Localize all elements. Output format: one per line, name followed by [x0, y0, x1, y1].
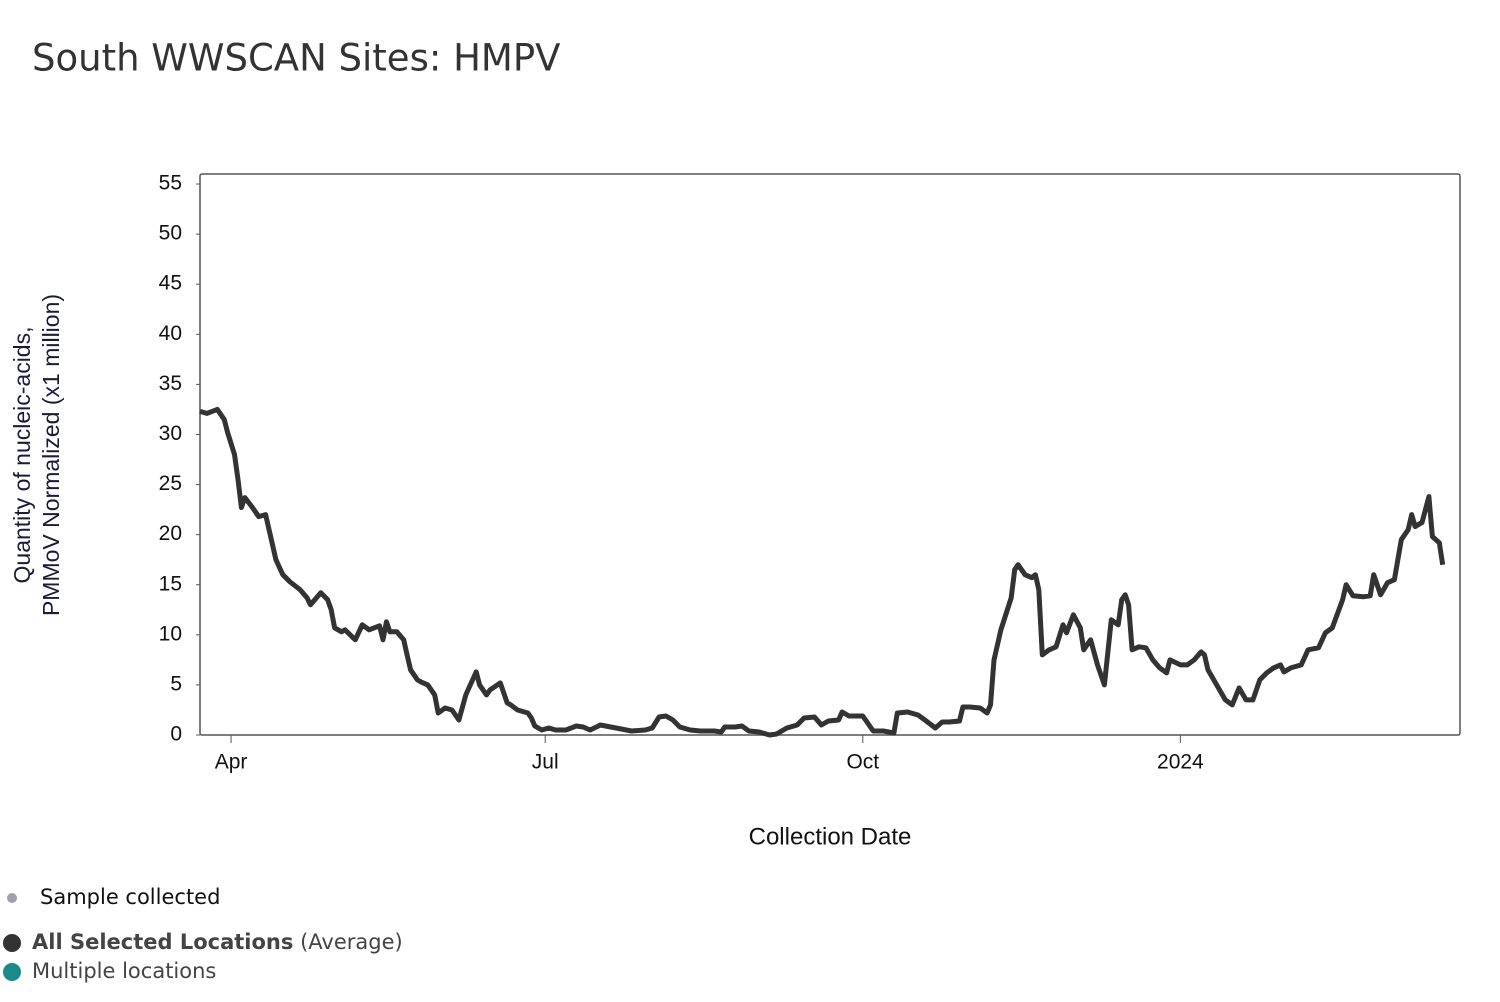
y-tick-label: 15	[159, 572, 182, 595]
y-tick-label: 55	[159, 172, 182, 195]
x-tick-label: Oct	[846, 751, 879, 774]
y-tick-label: 10	[159, 622, 182, 645]
y-tick-label: 25	[159, 472, 182, 495]
y-axis-label: Quantity of nucleic-acids,	[9, 327, 35, 584]
x-axis-label: Collection Date	[749, 823, 912, 850]
y-tick-label: 20	[159, 522, 182, 545]
y-tick-label: 50	[159, 222, 182, 245]
legend-name: All Selected Locations	[32, 930, 293, 954]
y-tick-label: 0	[170, 723, 182, 746]
chart-title: South WWSCAN Sites: HMPV	[32, 37, 560, 80]
legend-swatch	[7, 893, 17, 903]
y-tick-label: 30	[159, 422, 182, 445]
legend-label: Sample collected	[40, 885, 220, 909]
legend-name: Multiple locations	[32, 959, 216, 983]
legend-label: All Selected Locations (Average)	[32, 930, 403, 954]
y-tick-label: 35	[159, 372, 182, 395]
legend-note: (Average)	[300, 930, 403, 954]
y-axis-label: PMMoV Normalized (x1 million)	[38, 294, 64, 616]
y-tick-label: 45	[159, 272, 182, 295]
x-tick-label: Jul	[532, 751, 559, 774]
y-tick-label: 40	[159, 322, 182, 345]
legend-swatch	[3, 963, 21, 981]
legend-name: Sample collected	[40, 885, 220, 909]
legend-label: Multiple locations	[32, 959, 216, 983]
plot-frame	[199, 173, 1461, 736]
legend-swatch	[3, 934, 21, 952]
data-line	[199, 406, 1446, 738]
x-tick-label: Apr	[215, 751, 248, 774]
x-tick-label: 2024	[1157, 751, 1204, 774]
y-tick-label: 5	[170, 672, 182, 695]
